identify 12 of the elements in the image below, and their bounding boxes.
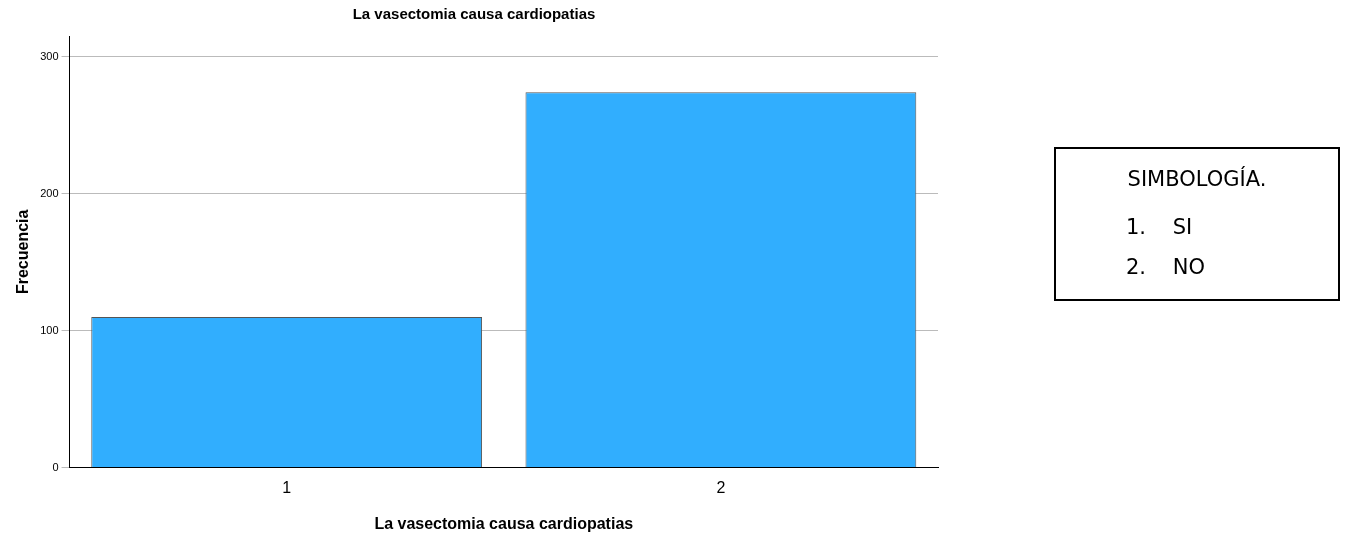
- text: 1. SI: [1126, 214, 1194, 241]
- text: 2. NO: [1126, 254, 1206, 281]
- x-tick-label: 2: [716, 478, 726, 496]
- y-tick-label: 0: [52, 460, 59, 473]
- chart-title: La vasectomia causa cardiopatias: [352, 5, 596, 23]
- x-tick-label: 1: [282, 478, 292, 496]
- text: SIMBOLOGÍA.: [1126, 167, 1268, 191]
- y-tick-label: 100: [40, 323, 59, 336]
- x-axis-title: La vasectomia causa cardiopatias: [374, 514, 634, 532]
- y-tick-label: 300: [40, 49, 59, 62]
- y-tick-label: 200: [40, 186, 59, 199]
- y-axis-title: Frecuencia: [14, 209, 32, 295]
